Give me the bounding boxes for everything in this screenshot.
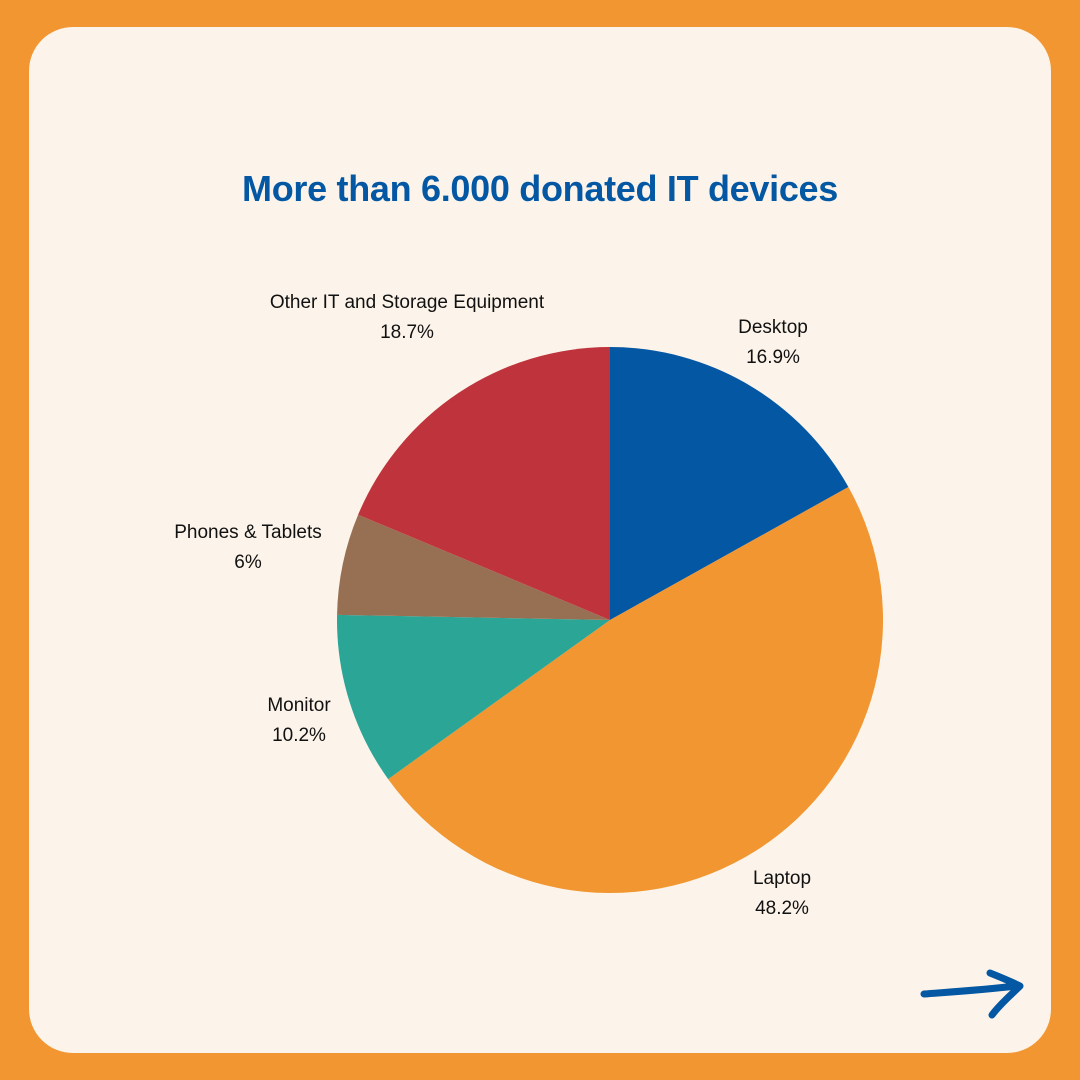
label-laptop: Laptop xyxy=(753,868,811,889)
page-title: More than 6.000 donated IT devices xyxy=(242,168,838,209)
value-label-monitor: 10.2% xyxy=(272,725,326,746)
label-phones-tablets: Phones & Tablets xyxy=(174,522,322,543)
value-label-phones-tablets: 6% xyxy=(234,552,262,573)
arrow-right-icon[interactable] xyxy=(920,968,1026,1022)
value-label-laptop: 48.2% xyxy=(755,898,809,919)
slice-other-it-and-storage-equipment xyxy=(358,347,610,620)
slice-monitor xyxy=(337,614,610,780)
value-label-other-it-and-storage-equipment: 18.7% xyxy=(380,322,434,343)
label-other-it-and-storage-equipment: Other IT and Storage Equipment xyxy=(270,292,545,313)
slice-laptop xyxy=(388,486,884,894)
label-desktop: Desktop xyxy=(738,317,808,338)
label-monitor: Monitor xyxy=(267,695,331,716)
slice-desktop xyxy=(610,347,849,620)
slice-phones-tablets xyxy=(337,514,610,620)
value-label-desktop: 16.9% xyxy=(746,347,800,368)
